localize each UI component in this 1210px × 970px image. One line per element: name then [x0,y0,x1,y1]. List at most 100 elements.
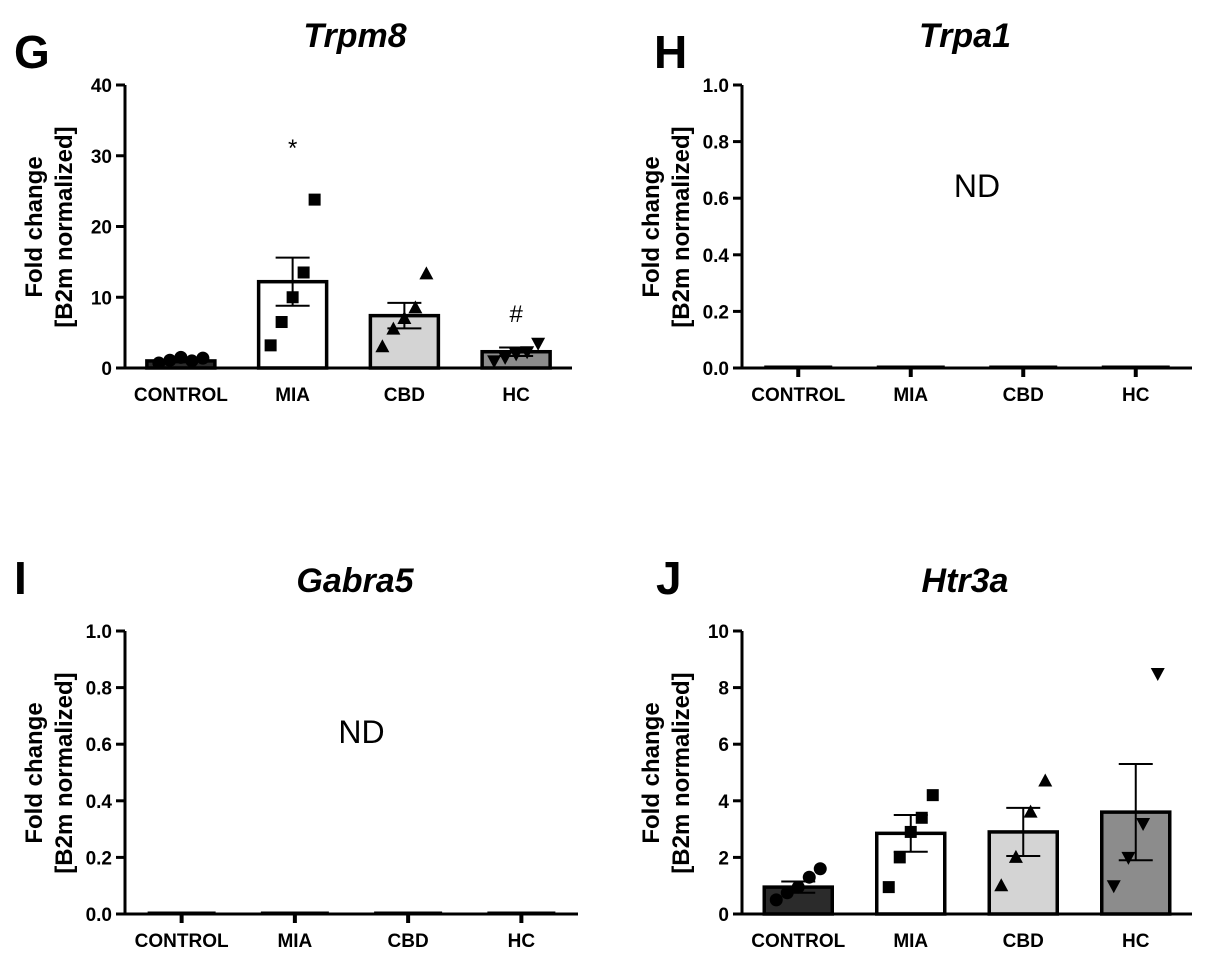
y-tick-label: 2 [718,848,729,869]
data-point [531,337,546,351]
data-point [1136,817,1151,831]
data-point [375,339,390,353]
y-tick-label: 1.0 [703,76,729,97]
panel-letter: G [14,26,50,78]
not-detected-label: ND [338,714,384,750]
y-axis-label-units: [B2m normalized] [51,126,78,327]
data-point [308,193,321,206]
y-tick-label: 0.2 [703,302,729,323]
plot-area: 0 2 4 6 8 10 CONTROL MIA CBD HC [708,622,1192,952]
y-axis-label: Fold change [21,156,48,297]
panel-h: H Trpa1 Fold change [B2m normalized] 0.0… [638,17,1192,406]
chart-title: Trpa1 [919,17,1011,55]
y-tick-label: 10 [708,622,729,643]
data-point [791,880,805,894]
x-category-label: HC [1122,931,1150,952]
y-tick-label: 4 [718,792,729,813]
chart-title: Htr3a [922,562,1009,600]
x-category-label: CONTROL [135,931,229,952]
data-point [152,356,166,370]
data-point [498,351,513,365]
plot-area: 0.0 0.2 0.4 0.6 0.8 1.0 CONTROL MIA CBD HC ND [86,622,578,952]
x-category-label: CBD [388,931,429,952]
y-tick-label: 0.4 [703,246,730,267]
y-tick-label: 0.2 [86,848,112,869]
data-point [487,355,502,369]
y-axis-label: Fold change [638,702,665,843]
chart-title: Gabra5 [296,562,414,600]
x-category-label: MIA [275,385,310,406]
panel-letter: I [14,552,27,604]
y-axis-label-units: [B2m normalized] [668,672,695,873]
panel-letter: J [656,552,682,604]
data-point [174,350,188,364]
x-category-label: CONTROL [134,385,228,406]
y-tick-label: 40 [91,76,112,97]
x-category-label: CBD [384,385,425,406]
data-point [882,881,895,894]
data-point [1150,667,1165,681]
y-axis-label: Fold change [21,702,48,843]
x-category-label: HC [1122,385,1150,406]
x-category-label: CONTROL [751,931,845,952]
panel-i: I Gabra5 Fold change [B2m normalized] 0.… [14,552,578,952]
data-point [893,851,906,864]
data-point [769,893,783,907]
x-category-label: CBD [1003,931,1044,952]
data-point [904,825,917,838]
data-point [520,346,535,360]
y-tick-label: 0.4 [86,792,113,813]
data-point [926,789,939,802]
data-point [185,354,199,368]
data-point [1008,849,1023,863]
plot-area: 0.0 0.2 0.4 0.6 0.8 1.0 CONTROL MIA CBD HC ND [703,76,1192,406]
x-category-label: MIA [893,931,928,952]
chart-title: Trpm8 [303,17,406,55]
data-point [780,886,794,900]
y-tick-label: 0.8 [86,679,112,700]
y-tick-label: 0.6 [86,735,112,756]
data-point [419,266,434,280]
data-point [1106,880,1121,894]
data-point [509,348,524,362]
x-category-label: HC [502,385,530,406]
x-category-label: HC [508,931,536,952]
x-category-label: CBD [1003,385,1044,406]
data-point [915,811,928,824]
y-tick-label: 20 [91,218,112,239]
x-category-label: MIA [893,385,928,406]
data-point [297,266,310,279]
data-point [386,321,401,335]
data-point [1121,851,1136,865]
data-point [163,353,177,367]
data-point [408,300,423,314]
data-point [196,351,210,365]
y-axis-label-units: [B2m normalized] [668,126,695,327]
y-tick-label: 0.6 [703,189,729,210]
plot-area: 0 10 20 30 40 CONTROL MIA CBD HC * # [91,76,572,406]
y-tick-label: 0.0 [703,359,729,380]
x-category-label: CONTROL [751,385,845,406]
y-tick-label: 1.0 [86,622,112,643]
not-detected-label: ND [954,168,1000,204]
significance-marker: # [509,301,523,328]
data-point [994,878,1009,892]
data-point [802,870,816,884]
significance-marker: * [288,135,297,162]
data-point [813,862,827,876]
data-point [397,310,412,324]
data-point [1023,804,1038,818]
data-point [286,291,299,304]
y-axis-label: Fold change [638,156,665,297]
y-tick-label: 30 [91,147,112,168]
y-tick-label: 0 [101,359,112,380]
x-category-label: MIA [277,931,312,952]
data-point [275,316,288,329]
y-axis-label-units: [B2m normalized] [51,672,78,873]
y-tick-label: 0 [718,905,729,926]
y-tick-label: 6 [718,735,729,756]
y-tick-label: 0.8 [703,133,729,154]
data-point [1038,773,1053,787]
y-tick-label: 8 [718,679,729,700]
panel-j: J Htr3a Fold change [B2m normalized] 0 2 4… [638,552,1192,952]
